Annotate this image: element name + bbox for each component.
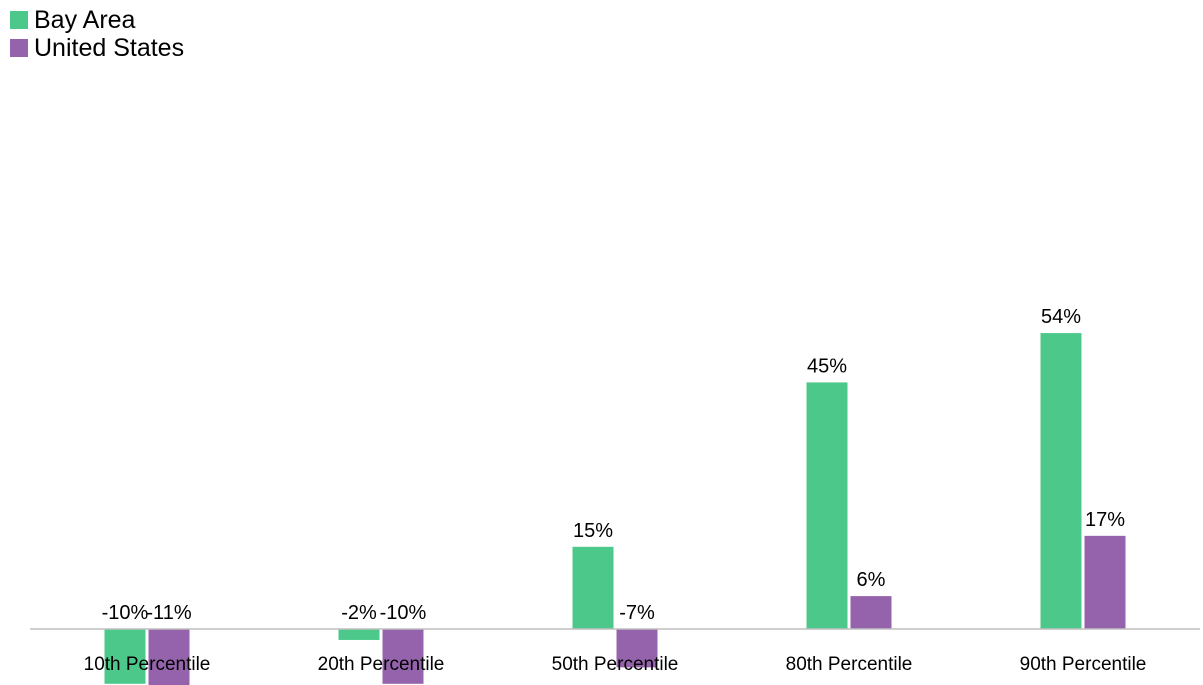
bar-bay-area-4[interactable] (806, 382, 848, 629)
bar-bay-area-2[interactable] (338, 629, 380, 640)
legend-label-bay-area: Bay Area (34, 5, 136, 34)
data-label-bay-area-3: 15% (573, 520, 613, 542)
data-label-united-states-3: -7% (619, 602, 655, 624)
x-tick-label-3: 50th Percentile (552, 654, 679, 675)
legend-label-united-states: United States (34, 33, 185, 62)
bar-bay-area-3[interactable] (572, 546, 614, 629)
bar-bay-area-5[interactable] (1040, 333, 1082, 629)
x-tick-label-4: 80th Percentile (786, 654, 913, 675)
x-tick-label-1: 10th Percentile (84, 654, 211, 675)
legend-swatch-united-states (10, 39, 28, 57)
data-label-bay-area-5: 54% (1041, 306, 1081, 328)
data-label-bay-area-4: 45% (807, 355, 847, 377)
legend-swatch-bay-area (10, 11, 28, 29)
bar-united-states-4[interactable] (850, 596, 892, 629)
legend-item-bay-area[interactable]: Bay Area (10, 6, 184, 34)
x-tick-label-5: 90th Percentile (1020, 654, 1147, 675)
bar-united-states-1[interactable] (148, 629, 190, 685)
data-label-bay-area-2: -2% (341, 602, 377, 624)
bar-united-states-5[interactable] (1084, 535, 1126, 629)
bar-united-states-3[interactable] (616, 629, 658, 668)
data-label-united-states-5: 17% (1085, 509, 1125, 531)
bar-united-states-2[interactable] (382, 629, 424, 684)
data-label-united-states-2: -10% (380, 602, 427, 624)
x-tick-label-2: 20th Percentile (318, 654, 445, 675)
bar-bay-area-1[interactable] (104, 629, 146, 684)
legend-item-united-states[interactable]: United States (10, 34, 184, 62)
data-label-united-states-1: -11% (146, 602, 191, 624)
data-label-bay-area-1: -10% (102, 602, 149, 624)
data-label-united-states-4: 6% (857, 569, 886, 591)
legend: Bay Area United States (10, 6, 184, 62)
